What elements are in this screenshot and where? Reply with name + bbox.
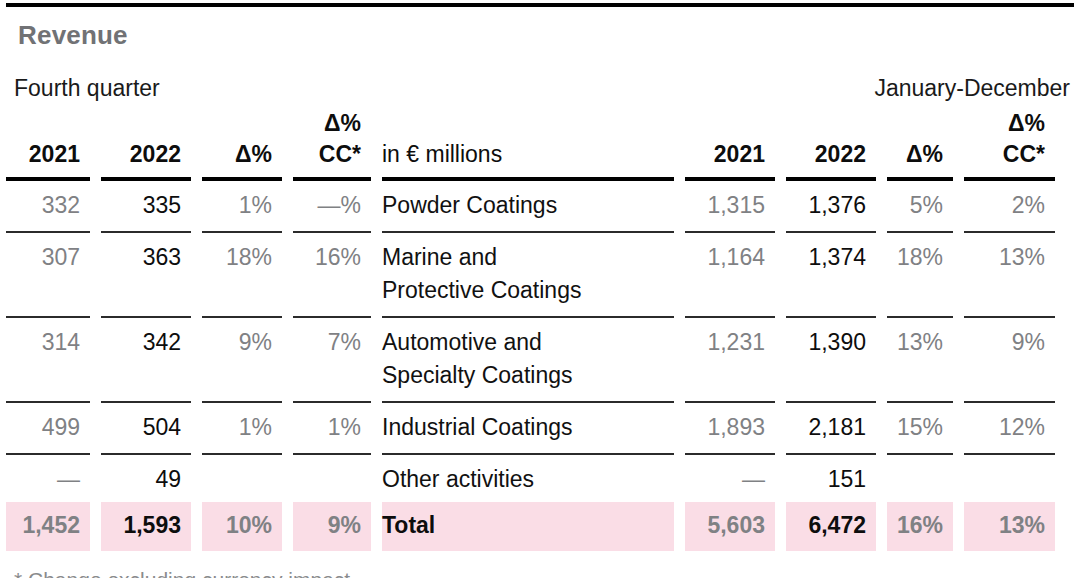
- table-row-automotive-specialty: 314 342 9% 7% Automotive and Specialty C…: [6, 318, 1055, 403]
- delta-cc-line1: Δ%: [964, 108, 1045, 139]
- cell-q4-2021: 307: [6, 233, 90, 318]
- cell-fy-delta: 5%: [887, 181, 953, 233]
- cell-segment-name: Automotive and Specialty Coatings: [382, 318, 674, 403]
- total-q4-delta-cc: 9%: [293, 502, 371, 551]
- cell-fy-2021: 1,315: [685, 181, 775, 233]
- cell-q4-delta: 1%: [202, 403, 282, 455]
- cell-fy-2021: 1,231: [685, 318, 775, 403]
- cell-q4-2021: 499: [6, 403, 90, 455]
- cell-q4-2022: 335: [101, 181, 191, 233]
- cell-fy-delta: 15%: [887, 403, 953, 455]
- cell-q4-delta: 9%: [202, 318, 282, 403]
- table-row-marine-protective: 307 363 18% 16% Marine and Protective Co…: [6, 233, 1055, 318]
- cell-fy-2022: 1,390: [786, 318, 876, 403]
- cell-segment-name: Powder Coatings: [382, 181, 674, 233]
- cell-q4-2022: 49: [101, 455, 191, 502]
- cell-q4-delta-cc: 1%: [293, 403, 371, 455]
- cell-q4-delta-cc: 16%: [293, 233, 371, 318]
- document-page: Revenue Fourth quarter January-December …: [0, 0, 1080, 578]
- cell-fy-2022: 2,181: [786, 403, 876, 455]
- cell-fy-delta: 18%: [887, 233, 953, 318]
- total-fy-delta-cc: 13%: [964, 502, 1055, 551]
- cell-q4-delta: 1%: [202, 181, 282, 233]
- cell-fy-delta-cc: 12%: [964, 403, 1055, 455]
- cell-q4-2021: 314: [6, 318, 90, 403]
- cell-fy-delta-cc: [964, 455, 1055, 502]
- cell-q4-delta-cc: —%: [293, 181, 371, 233]
- col-header-q4-delta-cc: Δ%CC*: [293, 104, 371, 181]
- total-label: Total: [382, 502, 674, 551]
- cell-segment-name: Industrial Coatings: [382, 403, 674, 455]
- total-fy-delta: 16%: [887, 502, 953, 551]
- total-q4-2022: 1,593: [101, 502, 191, 551]
- cell-q4-2021: 332: [6, 181, 90, 233]
- cell-q4-delta: 18%: [202, 233, 282, 318]
- cell-q4-delta-cc: [293, 455, 371, 502]
- col-header-unit: in € millions: [382, 104, 674, 181]
- cell-fy-2022: 151: [786, 455, 876, 502]
- table-row-powder-coatings: 332 335 1% —% Powder Coatings 1,315 1,37…: [6, 181, 1055, 233]
- cell-fy-2022: 1,374: [786, 233, 876, 318]
- col-header-q4-2021: 2021: [6, 104, 90, 181]
- col-header-fy-delta-cc: Δ%CC*: [964, 104, 1055, 181]
- cell-fy-delta: 13%: [887, 318, 953, 403]
- total-q4-delta: 10%: [202, 502, 282, 551]
- cell-q4-2021: —: [6, 455, 90, 502]
- delta-cc-line1: Δ%: [293, 108, 361, 139]
- delta-cc-line2: CC*: [293, 139, 361, 170]
- cell-fy-2021: —: [685, 455, 775, 502]
- col-header-q4-delta: Δ%: [202, 104, 282, 181]
- header-row: 2021 2022 Δ% Δ%CC* in € millions 2021 20…: [6, 104, 1055, 181]
- col-header-fy-delta: Δ%: [887, 104, 953, 181]
- col-header-fy-2022: 2022: [786, 104, 876, 181]
- cell-fy-delta-cc: 13%: [964, 233, 1055, 318]
- cell-fy-delta-cc: 2%: [964, 181, 1055, 233]
- cell-q4-delta-cc: 7%: [293, 318, 371, 403]
- cell-fy-2022: 1,376: [786, 181, 876, 233]
- table-row-total: 1,452 1,593 10% 9% Total 5,603 6,472 16%…: [6, 502, 1055, 551]
- delta-cc-line2: CC*: [964, 139, 1045, 170]
- total-q4-2021: 1,452: [6, 502, 90, 551]
- footnote: * Change excluding currency impact.: [14, 568, 1076, 578]
- cell-fy-2021: 1,164: [685, 233, 775, 318]
- cell-q4-2022: 504: [101, 403, 191, 455]
- cell-q4-2022: 342: [101, 318, 191, 403]
- cell-fy-delta-cc: 9%: [964, 318, 1055, 403]
- cell-q4-2022: 363: [101, 233, 191, 318]
- cell-q4-delta: [202, 455, 282, 502]
- revenue-table: 2021 2022 Δ% Δ%CC* in € millions 2021 20…: [0, 104, 1066, 551]
- table-row-other-activities: — 49 Other activities — 151: [6, 455, 1055, 502]
- total-fy-2022: 6,472: [786, 502, 876, 551]
- period-header: Fourth quarter January-December: [14, 75, 1070, 102]
- table-row-industrial: 499 504 1% 1% Industrial Coatings 1,893 …: [6, 403, 1055, 455]
- col-header-fy-2021: 2021: [685, 104, 775, 181]
- cell-segment-name: Other activities: [382, 455, 674, 502]
- col-header-q4-2022: 2022: [101, 104, 191, 181]
- total-fy-2021: 5,603: [685, 502, 775, 551]
- top-rule: [6, 3, 1074, 7]
- cell-fy-delta: [887, 455, 953, 502]
- period-left-label: Fourth quarter: [14, 75, 160, 102]
- period-right-label: January-December: [874, 75, 1070, 102]
- page-title: Revenue: [18, 20, 1076, 51]
- cell-segment-name: Marine and Protective Coatings: [382, 233, 674, 318]
- cell-fy-2021: 1,893: [685, 403, 775, 455]
